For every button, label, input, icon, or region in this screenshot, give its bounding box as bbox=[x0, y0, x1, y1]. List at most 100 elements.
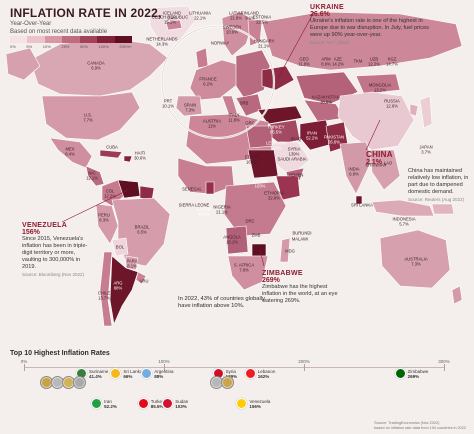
label-us: U.S. 7.7% bbox=[83, 112, 93, 122]
china-leader bbox=[365, 119, 381, 151]
mexico bbox=[49, 137, 93, 169]
legend-swatch bbox=[27, 36, 45, 43]
korea bbox=[409, 103, 419, 117]
label-brazil: BRAZIL 6.5% bbox=[134, 224, 150, 234]
legend-tick: 25% bbox=[61, 44, 70, 49]
argentina bbox=[109, 255, 139, 326]
label-paraguay: PARA 8.1% bbox=[126, 258, 138, 268]
label-saudi: SAUDI ARABIA bbox=[277, 156, 307, 162]
label-bolivia: BOL bbox=[115, 244, 125, 250]
label-india: INDIA 6.8% bbox=[348, 166, 360, 176]
top10-value: 52.2% bbox=[104, 403, 117, 409]
legend-swatch bbox=[10, 36, 28, 43]
uruguay bbox=[135, 271, 147, 285]
chile bbox=[99, 251, 113, 327]
label-japan: JAPAN 3.7% bbox=[419, 144, 433, 154]
label-kyrgyzstan: KGZ 14.7% bbox=[386, 56, 398, 66]
coin bbox=[73, 376, 86, 389]
china-heading: CHINA 2.1% bbox=[366, 150, 398, 166]
top10-country: Suriname bbox=[88, 368, 109, 374]
label-iraq: IRAQ bbox=[290, 136, 302, 142]
legend-swatch bbox=[97, 36, 115, 43]
label-canada: CANADA 6.9% bbox=[87, 60, 105, 70]
note-43-percent: In 2022, 43% of countries globally have … bbox=[178, 296, 266, 309]
cuba bbox=[99, 149, 123, 159]
label-russia: RUSSIA 12.6% bbox=[384, 98, 400, 108]
scale-tick bbox=[444, 364, 445, 371]
label-haiti: HAITI 30.6% bbox=[134, 150, 146, 160]
flag-icon bbox=[394, 368, 406, 379]
label-drc: DRC bbox=[245, 218, 255, 224]
scale-label: 200% bbox=[298, 359, 310, 364]
flag-icon bbox=[162, 398, 174, 409]
label-netherlands: NETHERLANDS 14.3% bbox=[146, 36, 178, 46]
legend-tick: 100% bbox=[98, 44, 109, 49]
china-source: Source: Reuters (Aug 2022) bbox=[408, 197, 465, 202]
scale-label: 100% bbox=[158, 359, 170, 364]
mongolia bbox=[355, 73, 401, 95]
legend-swatch bbox=[114, 36, 132, 43]
western-europe bbox=[189, 59, 239, 101]
label-yemen: YEMEN bbox=[288, 172, 304, 178]
ethiopia bbox=[275, 175, 301, 201]
world-map bbox=[5, 5, 463, 327]
top10-item: Sudan 103% bbox=[162, 398, 188, 409]
central-africa bbox=[223, 181, 287, 237]
label-myanmar: MYANMAR bbox=[365, 162, 387, 168]
flag-icon bbox=[110, 368, 122, 379]
turkey bbox=[257, 105, 303, 125]
label-norway: NORWAY bbox=[210, 40, 230, 46]
china-annotation: China has maintained relatively low infl… bbox=[408, 168, 470, 202]
top10-value: 85.5% bbox=[150, 403, 164, 409]
venezuela-text: Since 2015, Venezuela's inflation has be… bbox=[22, 236, 88, 270]
top10-item: Venezuela 156% bbox=[236, 398, 270, 409]
label-hungary: HUNGARY 21.1% bbox=[253, 38, 275, 48]
top10-value: 88% bbox=[154, 373, 164, 379]
top10-country: Argentina bbox=[154, 368, 174, 374]
iran bbox=[299, 119, 333, 151]
japan bbox=[419, 95, 433, 129]
zimbabwe-annotation: ZIMBABWE 269% Zimbabwe has the highest i… bbox=[262, 270, 338, 305]
title-block: INFLATION RATE IN 2022, Year-Over-Year B… bbox=[10, 6, 162, 36]
top10-item: Argentina 88% bbox=[141, 368, 173, 379]
legend-tick: 5% bbox=[26, 44, 33, 49]
label-laos: LAO bbox=[383, 160, 393, 166]
ghana bbox=[205, 181, 215, 195]
label-cuba: CUBA bbox=[106, 144, 118, 150]
ukraine-annotation: UKRAINE 26.6% Ukraine's inflation rate i… bbox=[310, 4, 442, 45]
venezuela-source: Source: Bloomberg (Nov 2022) bbox=[22, 272, 85, 277]
indonesia bbox=[371, 199, 435, 217]
top10-country: Zimbabwe bbox=[407, 368, 429, 374]
label-chile: CHILE 13.7% bbox=[97, 290, 111, 300]
central-america bbox=[85, 165, 105, 187]
top10-panel: Top 10 Highest Inflation Rates 0% 100% 200… bbox=[0, 346, 474, 434]
source-line-2: based on inflation rate data from 194 co… bbox=[374, 425, 466, 430]
ukraine-value: 26.6% bbox=[310, 11, 330, 18]
label-latvia: LATVIA 21.8% bbox=[228, 10, 244, 20]
label-zambia: ZMB bbox=[251, 232, 261, 238]
label-mongolia: MONGOLIA 13.2% bbox=[368, 82, 392, 92]
ukraine-leader bbox=[277, 11, 315, 79]
coin-row-1 bbox=[40, 376, 86, 389]
iceland bbox=[165, 19, 183, 31]
scale-label: 0% bbox=[20, 359, 28, 364]
label-burundi: BURUNDI bbox=[292, 230, 312, 236]
label-uruguay: URU bbox=[139, 278, 149, 284]
label-madagascar: MDG bbox=[285, 248, 295, 254]
label-sweden: SWEDEN 10.9% bbox=[222, 24, 242, 34]
label-ethiopia: ETHIOPIA 32.8% bbox=[264, 190, 284, 200]
legend-ticks: 0% 5% 10% 25% 50% 100% 200%+ bbox=[10, 44, 132, 49]
usa bbox=[41, 91, 141, 141]
venezuela-annotation: VENEZUELA 156% Since 2015, Venezuela's i… bbox=[22, 222, 94, 277]
egypt bbox=[245, 125, 273, 149]
flag-icon bbox=[236, 398, 248, 409]
label-czech: CZECH REPUBLIC 15.1% bbox=[151, 14, 189, 24]
label-indonesia: INDONESIA 5.7% bbox=[392, 216, 416, 226]
label-lithuania: LITHUANIA 22.1% bbox=[189, 10, 211, 20]
source: Source: TradingEconomics (Nov 2022) base… bbox=[374, 421, 466, 430]
scandinavia bbox=[221, 11, 255, 57]
label-sierra-leone: SIERRA LEONE bbox=[178, 202, 210, 208]
ukraine-name: UKRAINE bbox=[310, 4, 344, 11]
label-uzbekistan: UZB 12.2% bbox=[368, 56, 380, 66]
legend-tick: 10% bbox=[42, 44, 51, 49]
